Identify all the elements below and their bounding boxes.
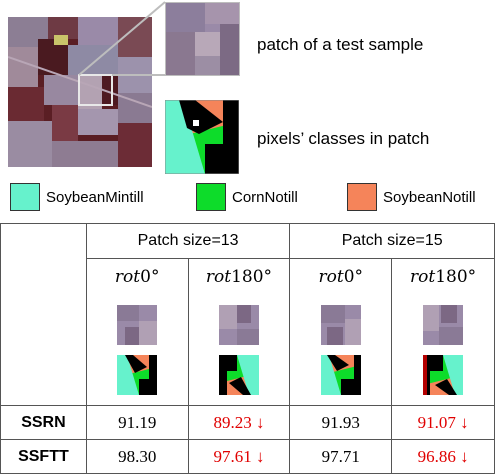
group-header-15: Patch size=15: [289, 223, 495, 259]
legend-label-soybeannotill: SoybeanNotill: [383, 189, 476, 206]
result-value-drop: 91.07 ↓: [391, 405, 495, 440]
classes-label: pixels’ classes in patch: [257, 129, 430, 148]
result-value-drop: 97.61 ↓: [187, 439, 291, 474]
result-value: 91.93: [289, 405, 393, 440]
rotation-header: rot0°: [289, 258, 393, 295]
patch-label: patch of a test sample: [257, 35, 424, 54]
rotation-header: rot180°: [391, 258, 495, 295]
rotation-images: [85, 295, 189, 406]
patch-image: [165, 2, 240, 76]
legend-label-cornnotill: CornNotill: [232, 189, 298, 206]
zoom-connector-lines: [78, 1, 166, 76]
rotation-header: rot180°: [187, 258, 291, 295]
class-map-thumbnail: [423, 355, 464, 395]
rotation-images: [289, 295, 393, 406]
rotation-header: rot0°: [85, 258, 189, 295]
class-map-thumbnail: [320, 355, 361, 395]
result-value-drop: 96.86 ↓: [391, 439, 495, 474]
patch-thumbnail: [423, 305, 464, 345]
patch-thumbnail: [218, 305, 259, 345]
legend-label-soybeanmintill: SoybeanMintill: [46, 189, 144, 206]
legend-swatch-soybeannotill: [347, 183, 377, 211]
rotation-images: [187, 295, 291, 406]
legend-swatch-soybeanmintill: [10, 183, 40, 211]
result-value: 97.71: [289, 439, 393, 474]
patch-thumbnail: [117, 305, 158, 345]
model-name-ssftt: SSFTT: [0, 439, 87, 474]
rotation-images: [391, 295, 495, 406]
model-name-ssrn: SSRN: [0, 405, 87, 440]
class-map-thumbnail: [117, 355, 158, 395]
group-header-13: Patch size=13: [85, 223, 291, 259]
patch-thumbnail: [320, 305, 361, 345]
corner-cell: [0, 223, 87, 406]
class-map-thumbnail: [218, 355, 259, 395]
result-value-drop: 89.23 ↓: [187, 405, 291, 440]
result-value: 98.30: [85, 439, 189, 474]
results-table: Patch size=13 Patch size=15 rot0° rot180…: [0, 223, 495, 474]
legend-swatch-cornnotill: [196, 183, 226, 211]
result-value: 91.19: [85, 405, 189, 440]
class-map-image: [165, 100, 239, 174]
